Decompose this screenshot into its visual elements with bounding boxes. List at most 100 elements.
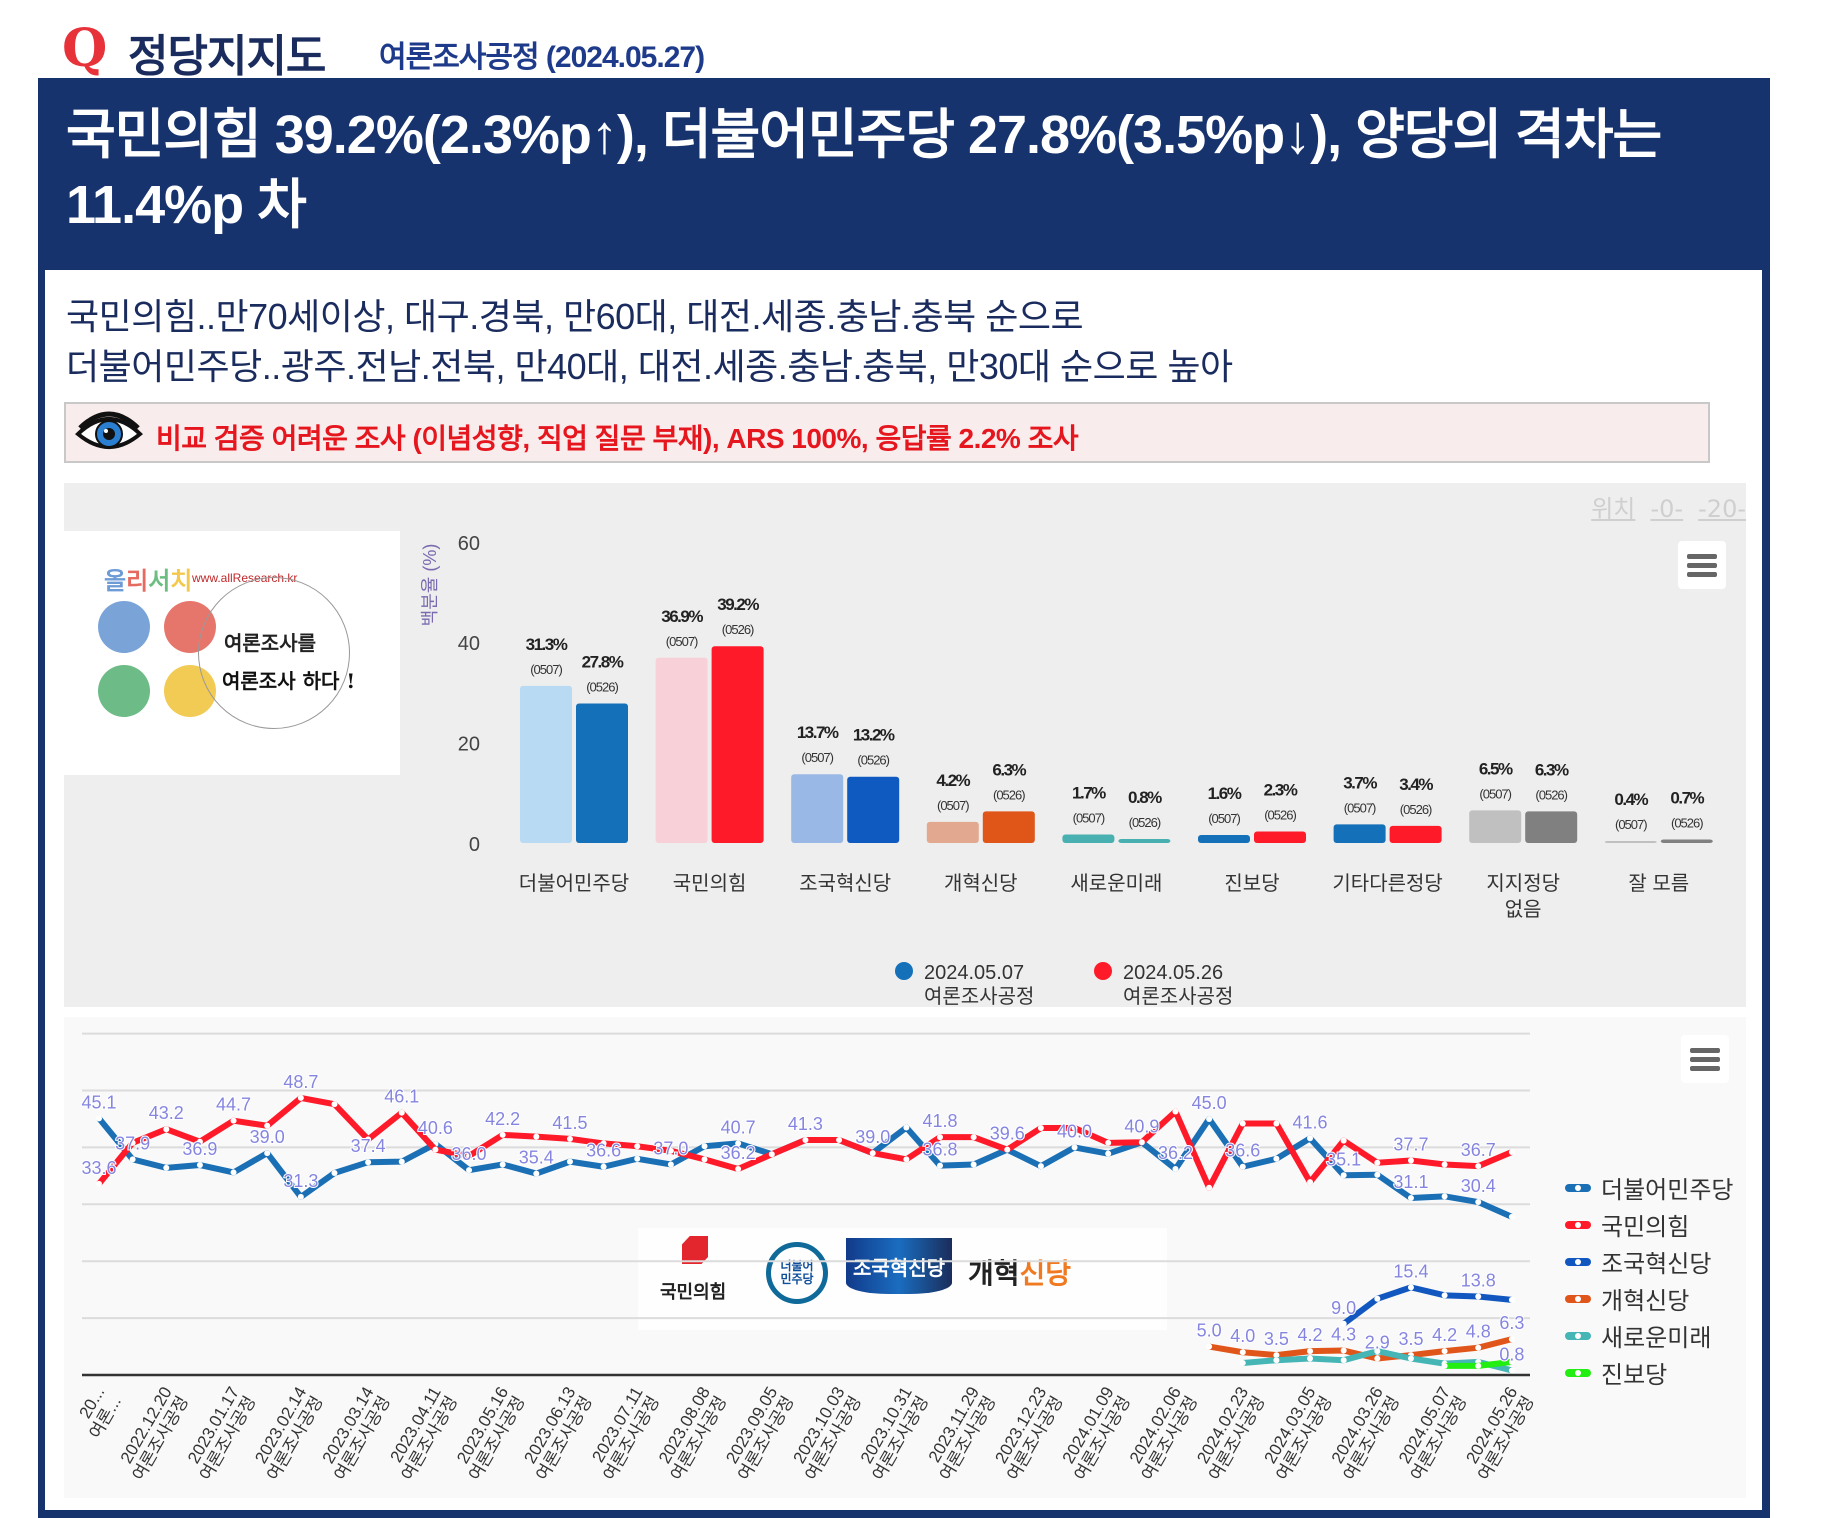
data-point[interactable] [1172, 1108, 1179, 1115]
data-point[interactable] [970, 1161, 977, 1168]
data-point[interactable] [1407, 1157, 1414, 1164]
data-point[interactable] [1441, 1292, 1448, 1299]
data-point[interactable] [869, 1150, 876, 1157]
data-point[interactable] [1105, 1139, 1112, 1146]
data-point[interactable] [1508, 1336, 1515, 1343]
data-point[interactable] [1071, 1125, 1078, 1132]
line-chart-menu-button[interactable] [1681, 1035, 1729, 1083]
legend-item-국민의힘[interactable]: 국민의힘 [1565, 1206, 1733, 1243]
bar-2024.05.26[interactable] [1660, 839, 1713, 843]
data-point[interactable] [903, 1124, 910, 1131]
bar-2024.05.26[interactable] [576, 703, 628, 843]
legend-item-조국혁신당[interactable]: 조국혁신당 [1565, 1243, 1733, 1280]
data-point[interactable] [1239, 1349, 1246, 1356]
data-point[interactable] [1508, 1148, 1515, 1155]
bar-2024.05.07[interactable] [1469, 810, 1522, 843]
bar-2024.05.07[interactable] [791, 774, 844, 843]
data-point[interactable] [600, 1140, 607, 1147]
bar-2024.05.26[interactable] [847, 776, 900, 843]
legend-item-2024.05.26[interactable]: 2024.05.26여론조사공정 [1094, 962, 1233, 1007]
data-point[interactable] [1307, 1348, 1314, 1355]
data-point[interactable] [1374, 1171, 1381, 1178]
data-point[interactable] [499, 1161, 506, 1168]
data-point[interactable] [96, 1180, 102, 1187]
data-point[interactable] [1374, 1355, 1381, 1362]
data-point[interactable] [1273, 1357, 1280, 1364]
data-point[interactable] [1340, 1137, 1347, 1144]
data-point[interactable] [1508, 1213, 1515, 1220]
data-point[interactable] [365, 1159, 372, 1166]
legend-item-새로운미래[interactable]: 새로운미래 [1565, 1317, 1733, 1354]
data-point[interactable] [533, 1170, 540, 1177]
data-point[interactable] [836, 1137, 843, 1144]
data-point[interactable] [331, 1170, 338, 1177]
data-point[interactable] [264, 1122, 271, 1129]
bar-2024.05.26[interactable] [982, 811, 1035, 843]
data-point[interactable] [230, 1117, 237, 1124]
data-point[interactable] [1475, 1362, 1482, 1369]
data-point[interactable] [566, 1135, 573, 1142]
bar-2024.05.07[interactable] [926, 821, 979, 843]
bar-2024.05.07[interactable] [520, 685, 572, 843]
data-point[interactable] [1037, 1125, 1044, 1132]
data-point[interactable] [1340, 1320, 1347, 1327]
data-point[interactable] [634, 1155, 641, 1162]
data-point[interactable] [1441, 1161, 1448, 1168]
data-point[interactable] [331, 1101, 338, 1108]
data-point[interactable] [1508, 1358, 1515, 1365]
data-point[interactable] [1273, 1155, 1280, 1162]
bar-2024.05.26[interactable] [1525, 811, 1578, 843]
data-point[interactable] [1508, 1367, 1515, 1374]
data-point[interactable] [1273, 1120, 1280, 1127]
bar-2024.05.07[interactable] [1198, 834, 1250, 843]
data-point[interactable] [1475, 1344, 1482, 1351]
data-point[interactable] [735, 1140, 742, 1147]
data-point[interactable] [196, 1162, 203, 1169]
data-point[interactable] [1206, 1115, 1213, 1122]
data-point[interactable] [1105, 1150, 1112, 1157]
position-20-link[interactable]: -20- [1698, 495, 1746, 523]
data-point[interactable] [466, 1152, 473, 1159]
data-point[interactable] [163, 1126, 170, 1133]
bar-chart-menu-button[interactable] [1678, 541, 1726, 589]
data-point[interactable] [129, 1139, 136, 1146]
data-point[interactable] [196, 1138, 203, 1145]
data-point[interactable] [1475, 1199, 1482, 1206]
data-point[interactable] [96, 1115, 102, 1122]
position-link[interactable]: 위치 [1591, 495, 1636, 523]
data-point[interactable] [1374, 1159, 1381, 1166]
data-point[interactable] [466, 1167, 473, 1174]
bar-2024.05.26[interactable] [1254, 831, 1306, 843]
data-point[interactable] [667, 1147, 674, 1154]
data-point[interactable] [1172, 1166, 1179, 1173]
data-point[interactable] [1206, 1184, 1213, 1191]
data-point[interactable] [264, 1150, 271, 1157]
data-point[interactable] [1138, 1139, 1145, 1146]
data-point[interactable] [1407, 1355, 1414, 1362]
data-point[interactable] [701, 1156, 708, 1163]
data-point[interactable] [937, 1162, 943, 1169]
data-point[interactable] [903, 1156, 910, 1163]
data-point[interactable] [1071, 1144, 1078, 1151]
data-point[interactable] [1374, 1295, 1381, 1302]
data-point[interactable] [129, 1156, 136, 1163]
data-point[interactable] [499, 1131, 506, 1138]
data-point[interactable] [1441, 1362, 1448, 1369]
data-point[interactable] [1307, 1179, 1314, 1186]
data-point[interactable] [566, 1158, 573, 1165]
data-point[interactable] [970, 1134, 977, 1141]
data-point[interactable] [1239, 1360, 1246, 1367]
data-point[interactable] [1340, 1357, 1347, 1364]
bar-2024.05.07[interactable] [1333, 824, 1386, 843]
bar-2024.05.26[interactable] [711, 646, 764, 843]
data-point[interactable] [1340, 1347, 1347, 1354]
legend-item-개혁신당[interactable]: 개혁신당 [1565, 1280, 1733, 1317]
data-point[interactable] [1239, 1163, 1246, 1170]
bar-2024.05.07[interactable] [1604, 840, 1657, 843]
data-point[interactable] [1004, 1146, 1011, 1153]
data-point[interactable] [1508, 1296, 1515, 1303]
data-point[interactable] [398, 1109, 405, 1116]
data-point[interactable] [1307, 1355, 1314, 1362]
data-point[interactable] [802, 1137, 809, 1144]
legend-item-2024.05.07[interactable]: 2024.05.07여론조사공정 [895, 962, 1034, 1007]
